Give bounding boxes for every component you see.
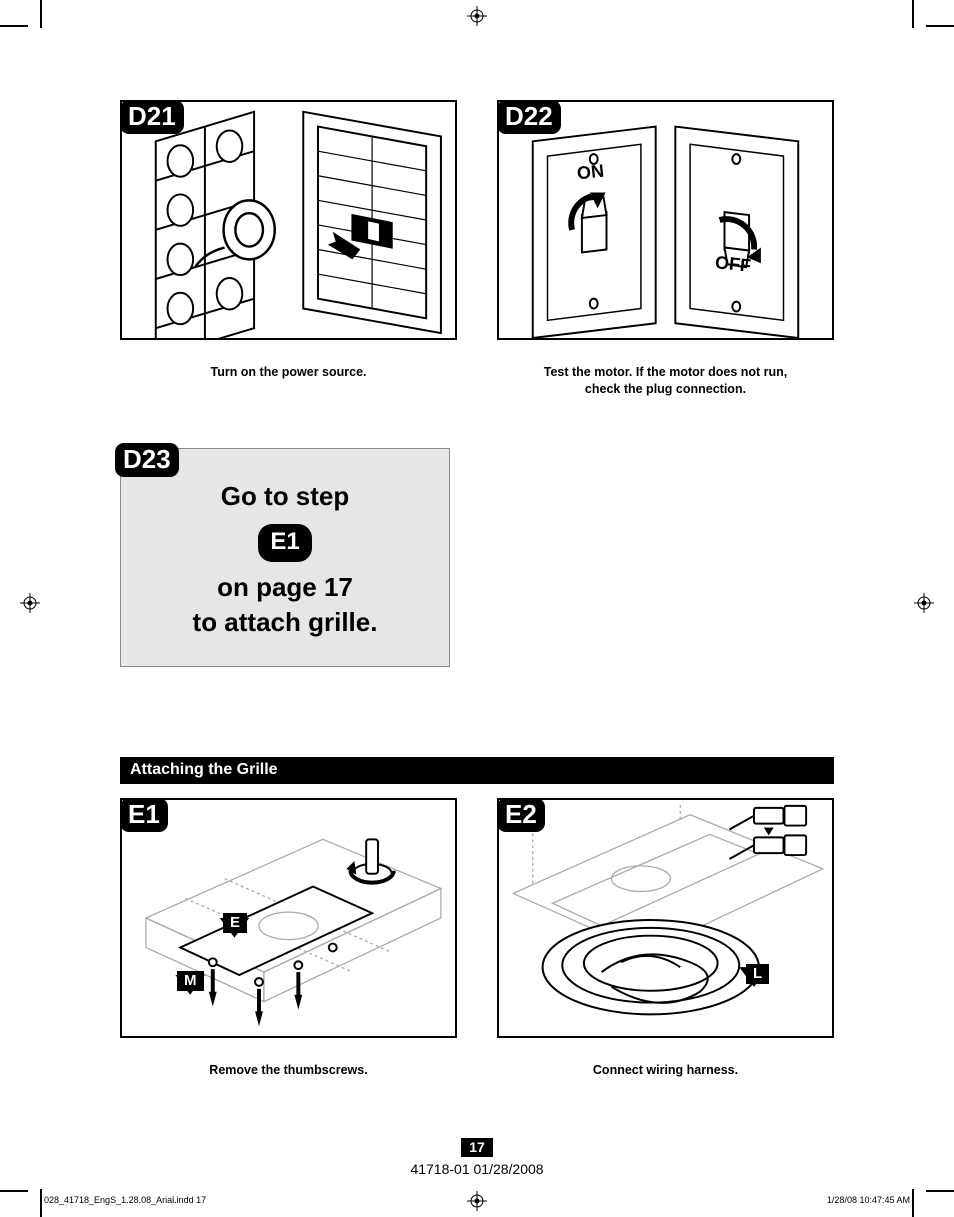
step-caption: Turn on the power source.: [210, 364, 366, 381]
page-number: 17: [461, 1138, 493, 1157]
page-content: D21: [0, 0, 954, 1217]
step-badge: D23: [115, 443, 179, 477]
step-d21: D21: [120, 100, 457, 398]
step-badge: E1: [120, 798, 168, 832]
step-badge: D22: [497, 100, 561, 134]
page-footer: 17 41718-01 01/28/2008: [0, 1138, 954, 1177]
step-d21-panel: D21: [120, 100, 457, 340]
d23-line2: on page 17: [133, 570, 437, 605]
doc-code: 41718-01 01/28/2008: [0, 1161, 954, 1177]
d23-line1: Go to step: [133, 479, 437, 514]
part-label-m: M: [177, 971, 204, 991]
step-row: E1: [120, 798, 834, 1079]
wiring-harness-illustration: [499, 800, 832, 1036]
step-e2: E2: [497, 798, 834, 1079]
step-badge: D21: [120, 100, 184, 134]
step-caption: Connect wiring harness.: [593, 1062, 738, 1079]
step-badge: E2: [497, 798, 545, 832]
print-file-info: 028_41718_EngS_1.28.08_Arial.indd 17: [44, 1195, 206, 1205]
step-e1: E1: [120, 798, 457, 1079]
step-e2-panel: E2: [497, 798, 834, 1038]
step-d22: D22: [497, 100, 834, 398]
print-timestamp: 1/28/08 10:47:45 AM: [827, 1195, 910, 1205]
part-label-e: E: [223, 913, 247, 933]
breaker-panel-illustration: [122, 102, 455, 338]
step-caption: Test the motor. If the motor does not ru…: [544, 364, 788, 398]
section-title: Attaching the Grille: [120, 757, 834, 784]
thumbscrew-illustration: [122, 800, 455, 1036]
step-row: D21: [120, 100, 834, 398]
switch-test-illustration: [499, 102, 832, 338]
d23-line3: to attach grille.: [133, 605, 437, 640]
step-d23: D23 Go to step E1 on page 17 to attach g…: [120, 448, 450, 667]
d23-pill: E1: [258, 524, 311, 562]
step-e1-panel: E1: [120, 798, 457, 1038]
on-label: ON: [576, 161, 605, 185]
part-label-l: L: [746, 964, 769, 984]
off-label: OFF: [714, 252, 752, 277]
step-caption: Remove the thumbscrews.: [209, 1062, 367, 1079]
step-d22-panel: D22: [497, 100, 834, 340]
